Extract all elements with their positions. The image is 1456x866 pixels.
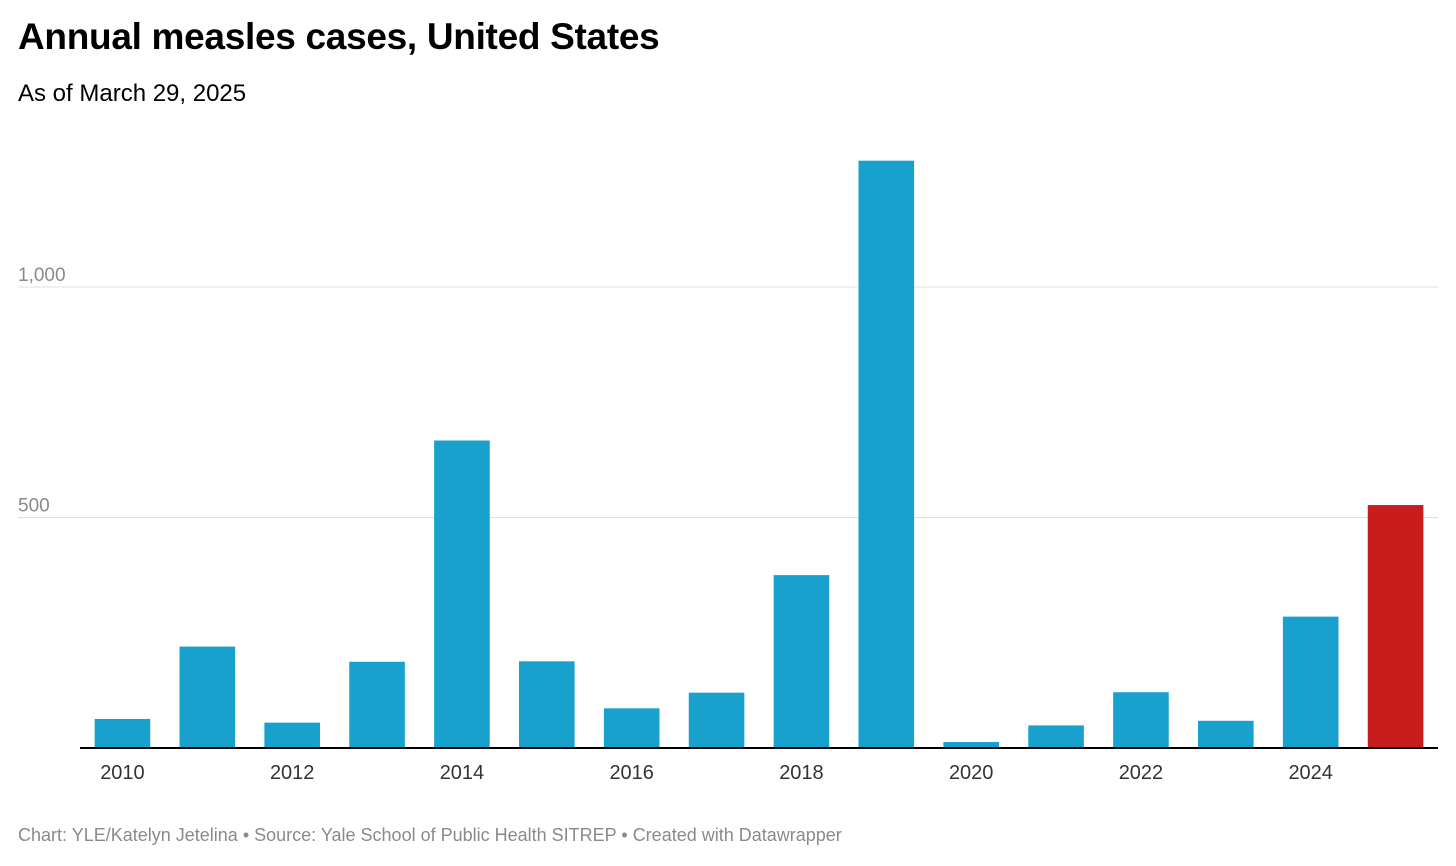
bar-2024 <box>1282 616 1339 748</box>
bar-2015 <box>519 661 575 748</box>
chart-footer: Chart: YLE/Katelyn Jetelina • Source: Ya… <box>18 825 842 846</box>
x-tick-label: 2020 <box>949 762 994 784</box>
x-tick-label: 2024 <box>1288 762 1333 784</box>
bar-2018 <box>773 575 830 748</box>
bar-2010 <box>94 718 151 748</box>
source-note: Source: Yale School of Public Health SIT… <box>254 825 617 845</box>
chart-subtitle: As of March 29, 2025 <box>18 80 247 107</box>
bar-2020 <box>943 742 999 748</box>
x-tick-label: 2018 <box>779 762 824 784</box>
bar-2022 <box>1113 692 1169 748</box>
bar-2025 <box>1367 505 1424 748</box>
chart-credit: Chart: YLE/Katelyn Jetelina <box>18 825 238 845</box>
x-tick-label: 2010 <box>100 762 145 784</box>
chart-title: Annual measles cases, United States <box>18 16 660 57</box>
footer-separator: • <box>621 825 628 845</box>
bar-2013 <box>349 661 405 748</box>
bar-2019 <box>858 160 915 748</box>
footer-separator: • <box>242 825 250 845</box>
bars <box>94 160 1424 748</box>
y-tick-label: 1,000 <box>18 265 66 286</box>
made-with-note: Created with Datawrapper <box>632 825 842 845</box>
x-tick-label: 2016 <box>609 762 654 784</box>
bar-2014 <box>434 440 490 748</box>
x-tick-label: 2012 <box>270 762 315 784</box>
x-tick-labels: 2010 2012 2014 2016 2018 2020 2022 2024 <box>100 762 1333 784</box>
bar-2016 <box>603 708 660 748</box>
gridlines <box>18 286 1438 518</box>
x-tick-label: 2014 <box>440 762 485 784</box>
bar-2023 <box>1198 720 1254 748</box>
bar-2017 <box>688 692 745 748</box>
x-tick-label: 2022 <box>1119 762 1164 784</box>
bar-2011 <box>179 646 236 748</box>
bar-2021 <box>1028 725 1084 748</box>
y-tick-labels: 500 1,000 <box>18 265 66 517</box>
bar-2012 <box>264 722 320 748</box>
y-tick-label: 500 <box>18 496 50 517</box>
